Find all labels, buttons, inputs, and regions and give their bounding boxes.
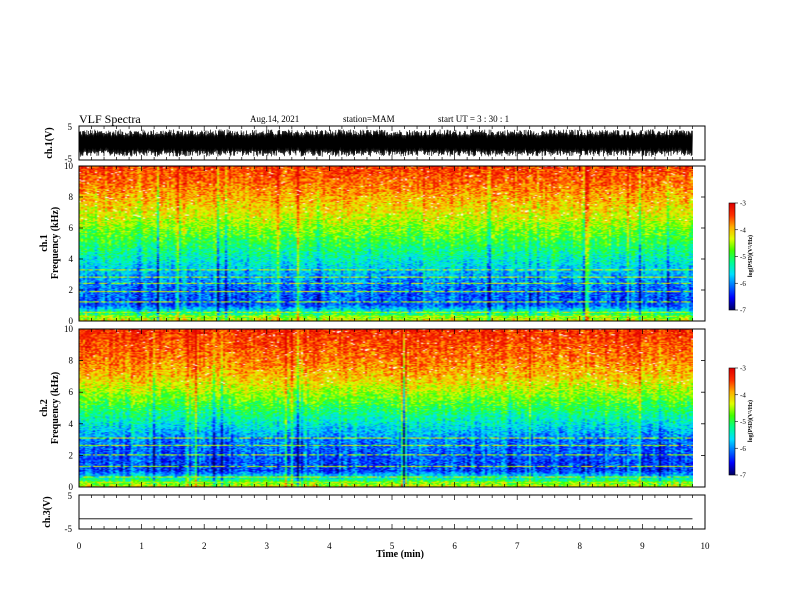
- time-tick-label: 6: [452, 541, 457, 551]
- ch2-spec-ytick-label: 8: [69, 356, 74, 366]
- time-tick-label: 7: [515, 541, 520, 551]
- date-label: Aug.14, 2021: [250, 114, 299, 124]
- time-axis-ticks: [78, 126, 706, 529]
- time-tick-label: 10: [701, 541, 711, 551]
- ch2-colorbar-ticks: -3 -4 -5 -6 -7: [735, 365, 746, 480]
- ch2-colorbar-tick-label: -7: [740, 472, 746, 480]
- time-tick-label: 8: [578, 541, 583, 551]
- ch1-waveform-panel: 5 -5 ch.1(V): [44, 122, 706, 164]
- ch1-colorbar-tick-label: -4: [740, 226, 746, 234]
- ch1-colorbar-label: log(PSD)(V²/Hz): [747, 235, 754, 277]
- ch2-colorbar-tick-label: -4: [740, 391, 746, 399]
- time-tick-label: 3: [265, 541, 270, 551]
- time-tick-label: 0: [77, 541, 82, 551]
- ch1-spec-ylabel-line1: ch.1: [39, 234, 50, 252]
- ch2-spec-ytick-label: 10: [64, 324, 74, 334]
- ch1-spectrogram-yticks: 0 2 4 6 8 10: [64, 161, 705, 326]
- ch1-colorbar: [729, 203, 735, 310]
- time-tick-label: 9: [640, 541, 645, 551]
- ch1-spec-ylabel-line2: Frequency (kHz): [50, 207, 61, 279]
- ch3-wave-ytick-bottom: -5: [65, 524, 73, 534]
- ch2-colorbar-tick-label: -3: [740, 365, 746, 373]
- ch1-spec-ytick-label: 0: [69, 316, 74, 326]
- ch1-wave-ytick-bottom: -5: [65, 154, 73, 164]
- ch2-spec-ylabel-line1: ch.2: [39, 399, 50, 417]
- ch1-colorbar-tick-label: -5: [740, 253, 746, 261]
- ch2-colorbar: [729, 368, 735, 475]
- ch1-colorbar-ticks: -3 -4 -5 -6 -7: [735, 200, 746, 315]
- start-time-label: start UT = 3 : 30 : 1: [438, 114, 509, 124]
- ch2-spec-ytick-label: 4: [69, 419, 74, 429]
- ch1-wave-ytick-top: 5: [68, 122, 73, 132]
- ch2-spec-ytick-label: 2: [69, 450, 74, 460]
- time-axis-tick-labels: 0 1 2 3 4 5 6 7 8 9 10: [77, 541, 710, 551]
- ch1-spec-ytick-label: 8: [69, 192, 74, 202]
- time-tick-label: 5: [390, 541, 395, 551]
- ch1-waveform-line: [78, 129, 693, 157]
- ch1-spectrogram-image: [79, 166, 693, 321]
- ch2-spec-ytick-label: 6: [69, 387, 74, 397]
- ch1-wave-ylabel: ch.1(V): [44, 127, 55, 158]
- ch2-colorbar-tick-label: -5: [740, 418, 746, 426]
- ch3-wave-ytick-top: 5: [68, 491, 73, 501]
- ch1-spec-ytick-label: 6: [69, 223, 74, 233]
- ch1-spec-ytick-label: 2: [69, 285, 74, 295]
- time-axis-label: Time (min): [376, 549, 424, 560]
- ch1-colorbar-tick-label: -3: [740, 200, 746, 208]
- ch1-colorbar-tick-label: -7: [740, 307, 746, 315]
- time-tick-label: 4: [327, 541, 332, 551]
- ch2-spec-ylabel-line2: Frequency (kHz): [50, 372, 61, 444]
- ch2-spectrogram-yticks: 0 2 4 6 8 10: [64, 324, 705, 492]
- ch2-colorbar-tick-label: -6: [740, 445, 746, 453]
- ch1-spec-ytick-label: 4: [69, 254, 74, 264]
- ch3-waveform-frame: [78, 494, 706, 530]
- figure-title: VLF Spectra: [79, 112, 141, 126]
- ch2-colorbar-label: log(PSD)(V²/Hz): [747, 400, 754, 442]
- ch1-spec-ytick-label: 10: [64, 161, 74, 171]
- time-tick-label: 2: [202, 541, 207, 551]
- ch3-wave-ylabel: ch.3(V): [42, 496, 53, 527]
- ch2-spec-ytick-label: 0: [69, 482, 74, 492]
- station-label: station=MAM: [343, 114, 395, 124]
- ch1-colorbar-tick-label: -6: [740, 280, 746, 288]
- ch2-spectrogram-image: [79, 329, 693, 487]
- time-tick-label: 1: [139, 541, 144, 551]
